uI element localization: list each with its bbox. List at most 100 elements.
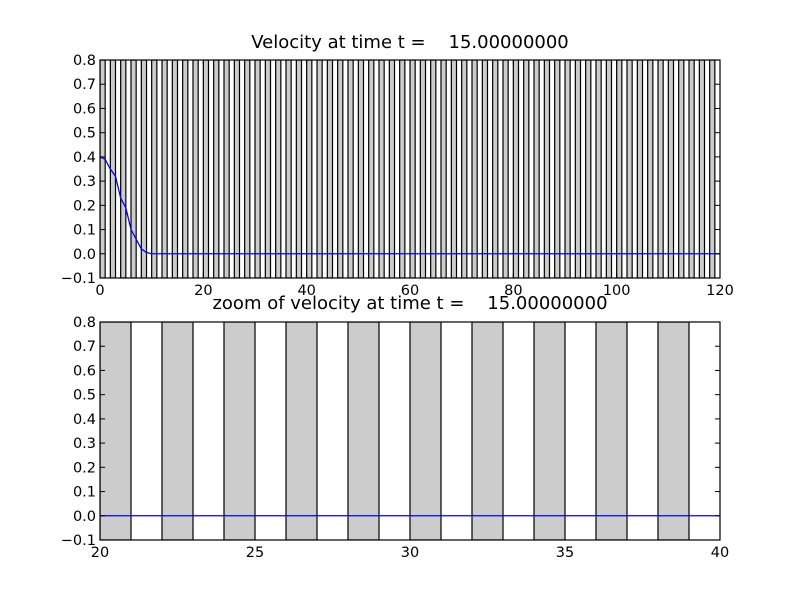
top-band [502, 60, 509, 278]
top-xtick-label: 60 [401, 283, 419, 299]
top-band [512, 60, 520, 278]
top-band [698, 60, 706, 278]
top-band [543, 60, 551, 278]
top-band [616, 60, 623, 278]
top-bands [100, 60, 716, 278]
top-band [326, 60, 334, 278]
top-band [254, 60, 261, 278]
top-band [409, 60, 416, 278]
top-band [430, 60, 437, 278]
top-velocity-line [100, 156, 720, 255]
top-band [202, 60, 210, 278]
top-band [647, 60, 654, 278]
top-band [678, 60, 685, 278]
top-xtick-label: 0 [95, 283, 104, 299]
top-ytick-label: 0.3 [73, 174, 96, 190]
top-xtick-label: 20 [194, 283, 212, 299]
top-band [347, 60, 354, 278]
top-ytick-label: 0.6 [73, 101, 96, 117]
top-band [316, 60, 323, 278]
top-band [461, 60, 468, 278]
top-band [223, 60, 230, 278]
top-band [275, 60, 282, 278]
bottom-ytick-label: 0.6 [73, 363, 96, 379]
top-band [306, 60, 313, 278]
top-band [295, 60, 303, 278]
bottom-xtick-label: 20 [91, 545, 109, 561]
top-band [585, 60, 592, 278]
bottom-ytick-label: 0.8 [73, 315, 96, 331]
top-band [523, 60, 530, 278]
top-band [182, 60, 189, 278]
top-panel-title: Velocity at time t = 15.00000000 [251, 32, 569, 53]
top-band [233, 60, 241, 278]
bottom-ytick-label: 0.3 [73, 436, 96, 452]
top-band [130, 60, 137, 278]
bottom-band [533, 322, 566, 540]
top-band [378, 60, 385, 278]
top-band [171, 60, 179, 278]
top-band [564, 60, 571, 278]
bottom-xtick-label: 25 [246, 545, 264, 561]
top-band [450, 60, 458, 278]
top-ytick-label: 0.7 [73, 77, 96, 93]
bottom-band [223, 322, 256, 540]
top-xtick-label: 100 [603, 283, 631, 299]
bottom-band [471, 322, 504, 540]
top-band [595, 60, 602, 278]
top-ytick-label: 0.0 [73, 247, 96, 263]
bottom-band [347, 322, 380, 540]
top-band [626, 60, 633, 278]
top-band [492, 60, 499, 278]
top-band [357, 60, 365, 278]
top-band [605, 60, 613, 278]
bottom-ytick-label: 0.4 [73, 412, 96, 428]
bottom-ytick-label: 0.5 [73, 388, 96, 404]
bottom-band [595, 322, 628, 540]
bottom-band [409, 322, 442, 540]
bottom-band [657, 322, 690, 540]
top-band [709, 60, 716, 278]
top-band [533, 60, 540, 278]
bottom-xtick-label: 30 [401, 545, 419, 561]
bottom-xtick-label: 35 [556, 545, 574, 561]
top-band [667, 60, 675, 278]
top-band [337, 60, 344, 278]
top-ytick-label: 0.1 [73, 223, 96, 239]
bottom-band [161, 322, 194, 540]
bottom-ytick-label: 0.7 [73, 339, 96, 355]
top-band [481, 60, 489, 278]
top-band [285, 60, 292, 278]
top-band [264, 60, 272, 278]
top-band [213, 60, 220, 278]
top-panel: Velocity at time t = 15.00000000 0 20 40 60… [61, 32, 734, 299]
top-ytick-label: 0.8 [73, 53, 96, 69]
bottom-ytick-label: 0.2 [73, 460, 96, 476]
top-band [161, 60, 168, 278]
top-band [244, 60, 251, 278]
bottom-ytick-label: 0.1 [73, 485, 96, 501]
top-band [100, 60, 106, 278]
top-xtick-label: 80 [504, 283, 522, 299]
bottom-band [285, 322, 318, 540]
top-band [574, 60, 582, 278]
top-xtick-label: 120 [706, 283, 734, 299]
bottom-xtick-label: 40 [711, 545, 729, 561]
top-xtick-label: 40 [297, 283, 315, 299]
top-band [657, 60, 664, 278]
top-band [471, 60, 478, 278]
top-band [368, 60, 375, 278]
bottom-ytick-label: −0.1 [61, 533, 96, 549]
top-band [399, 60, 406, 278]
top-band [636, 60, 644, 278]
top-ytick-label: 0.4 [73, 150, 96, 166]
bottom-panel: zoom of velocity at time t = 15.00000000… [61, 293, 729, 561]
top-band [419, 60, 427, 278]
top-band [151, 60, 158, 278]
top-band [388, 60, 396, 278]
top-band [120, 60, 127, 278]
top-band [440, 60, 447, 278]
top-band [140, 60, 148, 278]
bottom-bands [100, 322, 690, 540]
